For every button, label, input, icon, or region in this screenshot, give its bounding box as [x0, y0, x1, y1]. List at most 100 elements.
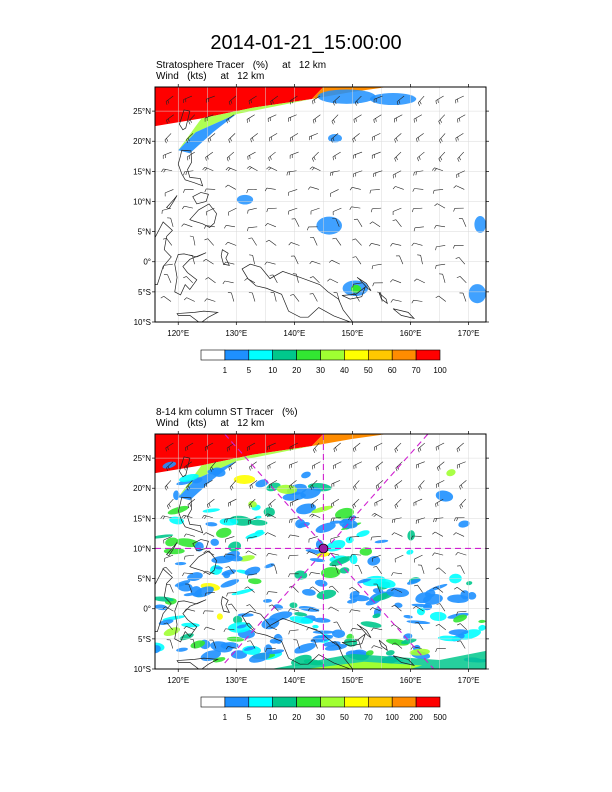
wind-barb — [204, 442, 214, 451]
wind-barb — [264, 513, 276, 519]
wind-barb — [185, 583, 193, 593]
wind-barb — [410, 535, 422, 540]
wind-barb — [394, 133, 402, 143]
wind-barb — [207, 133, 216, 143]
wind-barb — [166, 114, 174, 124]
lon-tick-label: 120°E — [167, 676, 189, 685]
wind-barb — [333, 621, 342, 630]
wind-barb — [288, 114, 297, 122]
lon-tick-label: 140°E — [283, 676, 305, 685]
colorbar-label: 70 — [412, 366, 421, 375]
wind-barb — [288, 573, 299, 578]
wind-barb — [309, 293, 318, 302]
wind-barb — [250, 133, 258, 143]
wind-barb — [353, 480, 360, 491]
wind-barb — [270, 95, 279, 105]
colorbar-label: 50 — [340, 713, 349, 722]
wind-barb — [183, 276, 193, 284]
wind-barb — [373, 583, 381, 593]
wind-barb — [349, 586, 360, 593]
colorbar-swatch — [344, 696, 369, 708]
coastline — [356, 277, 372, 291]
wind-barb — [228, 461, 237, 471]
tracer-blob — [474, 215, 486, 233]
wind-barb — [455, 133, 464, 142]
wind-barb — [371, 645, 383, 649]
wind-barb — [459, 292, 467, 302]
wind-barb — [391, 572, 403, 576]
wind-barb — [331, 564, 339, 574]
wind-barb — [206, 95, 215, 103]
wind-barb — [184, 608, 196, 612]
wind-barb — [247, 536, 257, 542]
wind-barb — [167, 217, 174, 227]
wind-barb — [181, 223, 193, 228]
wind-barb — [162, 566, 173, 574]
wind-barb — [411, 242, 423, 247]
lat-tick-label: 10°S — [134, 318, 151, 327]
wind-barb — [312, 114, 321, 124]
wind-barb — [352, 498, 360, 509]
wind-barb — [162, 263, 173, 269]
wind-barb — [391, 532, 403, 537]
wind-barb — [453, 185, 465, 190]
wind-barb — [395, 255, 404, 265]
bottom-map-panel: 25°N 20°N 15°N 10°N 5°N 0° 5°S 10°S 120°E 130°E 14… — [133, 431, 489, 685]
wind-barb — [369, 607, 381, 612]
wind-barb — [370, 536, 381, 541]
wind-barb — [414, 278, 425, 284]
wind-barb — [186, 133, 194, 143]
wind-barb — [204, 480, 213, 488]
wind-barb — [454, 517, 465, 522]
wind-barb — [288, 629, 299, 635]
wind-barb — [392, 207, 402, 215]
wind-barb — [417, 442, 425, 453]
wind-barb — [453, 244, 464, 249]
wind-barb — [269, 274, 278, 283]
wind-barb — [412, 207, 423, 213]
wind-barb — [185, 442, 194, 452]
wind-barb — [349, 609, 361, 613]
coastline — [192, 539, 209, 552]
wind-barb — [264, 223, 276, 228]
wind-barb — [330, 133, 339, 143]
colorbar-label: 100 — [433, 366, 447, 375]
colorbar-label: 50 — [364, 366, 373, 375]
wind-barb — [331, 480, 341, 488]
wind-barb — [161, 168, 173, 173]
tracer-blob — [468, 284, 486, 304]
wind-barb — [160, 515, 172, 520]
lat-tick-label: 5°N — [138, 575, 152, 584]
wind-barb — [269, 133, 278, 142]
wind-barb — [352, 133, 360, 143]
wind-barb — [160, 295, 172, 302]
wind-barb — [411, 299, 423, 304]
wind-barb — [457, 151, 464, 162]
wind-barb — [327, 278, 339, 284]
colorbar-swatch — [320, 349, 345, 361]
wind-barb — [352, 256, 362, 265]
wind-barb — [453, 532, 465, 537]
wind-barb — [434, 225, 446, 229]
wind-barb — [226, 114, 235, 124]
wind-barb — [247, 640, 256, 649]
coastline — [392, 655, 416, 666]
wind-barb — [310, 498, 319, 509]
wind-barb — [245, 622, 255, 631]
wind-barb — [264, 532, 276, 537]
wind-barb — [432, 531, 444, 537]
wind-barb — [228, 207, 237, 216]
coastline — [392, 308, 416, 319]
wind-barb — [373, 95, 383, 103]
wind-barb — [248, 292, 256, 302]
wind-barb — [312, 442, 320, 454]
wind-barb — [223, 628, 235, 632]
wind-barb — [417, 254, 423, 265]
coastline — [174, 252, 207, 296]
wind-barb — [350, 627, 362, 632]
wind-barb — [291, 218, 300, 227]
wind-barb — [309, 513, 321, 519]
wind-barb — [349, 206, 361, 210]
wind-barb — [162, 151, 172, 159]
wind-barb — [352, 282, 363, 288]
